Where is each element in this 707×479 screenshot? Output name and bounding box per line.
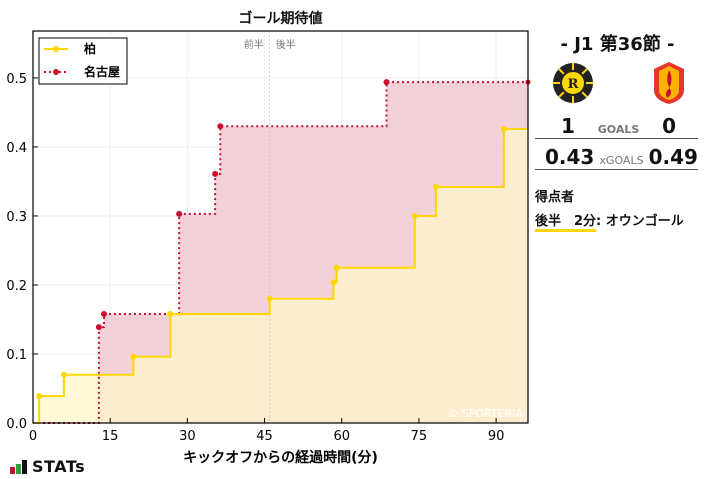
plot-frame: [32, 30, 529, 424]
data-point: [432, 183, 439, 190]
xgoals-row: 0.43 xGOALS 0.49: [535, 145, 698, 170]
series-line-0: [33, 128, 528, 424]
series-fill-0: [33, 129, 528, 423]
watermark: © SPORTERIA: [447, 407, 523, 420]
scorer-time: 後半 2分: [535, 214, 597, 232]
stats-logo-icon: [10, 459, 27, 474]
data-point: [266, 295, 273, 302]
away-goals: 0: [662, 114, 676, 138]
scorer-item: 後半 2分: オウンゴール: [535, 210, 684, 232]
data-point: [217, 123, 224, 130]
scorer-name: : オウンゴール: [596, 214, 684, 229]
y-tick-label: 0.3: [6, 210, 27, 225]
y-tick-label: 0.1: [6, 348, 27, 363]
x-tick-label: 45: [256, 429, 273, 444]
scorers-title: 得点者: [535, 190, 575, 205]
legend-marker: [53, 46, 59, 52]
svg-text:R: R: [568, 77, 579, 92]
first-half-label: 前半: [244, 38, 264, 51]
stats-brand: STATs: [10, 457, 85, 476]
x-tick-label: 90: [488, 429, 505, 444]
data-point: [60, 371, 67, 378]
data-point: [101, 310, 108, 317]
y-tick-label: 0.2: [6, 279, 27, 294]
y-tick-label: 0.0: [6, 417, 27, 432]
legend: [38, 37, 128, 85]
y-tick-label: 0.4: [6, 141, 27, 156]
data-point: [500, 126, 507, 132]
data-point: [383, 79, 390, 86]
xgoals-label: xGOALS: [599, 154, 644, 167]
data-point: [212, 170, 219, 177]
nagoya-logo-icon: [654, 62, 684, 104]
data-point: [411, 212, 418, 219]
second-half-label: 後半: [276, 38, 296, 51]
away-xgoals: 0.49: [648, 145, 698, 169]
kashiwa-logo-icon: R: [553, 63, 593, 103]
chart-title: ゴール期待値: [238, 11, 323, 27]
brand-name: STATs: [32, 457, 86, 476]
x-tick-label: 15: [102, 429, 119, 444]
data-point: [95, 324, 102, 331]
goals-row: 1 GOALS 0: [535, 114, 698, 139]
x-axis-label: キックオフからの経過時間(分): [183, 449, 378, 466]
data-point: [176, 210, 183, 217]
data-point: [36, 393, 43, 400]
data-point: [130, 353, 137, 360]
x-tick-label: 30: [179, 429, 196, 444]
y-tick-label: 0.5: [6, 72, 27, 87]
data-point: [330, 279, 337, 286]
x-tick-label: 0: [29, 429, 37, 444]
home-goals: 1: [561, 114, 575, 138]
legend-label: 柏: [84, 41, 96, 56]
legend-marker: [53, 69, 59, 75]
round-title: - J1 第36節 -: [560, 34, 675, 55]
x-tick-label: 75: [411, 429, 428, 444]
legend-label: 名古屋: [84, 64, 120, 79]
goals-label: GOALS: [597, 123, 640, 136]
data-point: [167, 310, 174, 317]
data-point: [333, 264, 340, 271]
x-tick-label: 60: [333, 429, 350, 444]
home-xgoals: 0.43: [545, 145, 595, 169]
